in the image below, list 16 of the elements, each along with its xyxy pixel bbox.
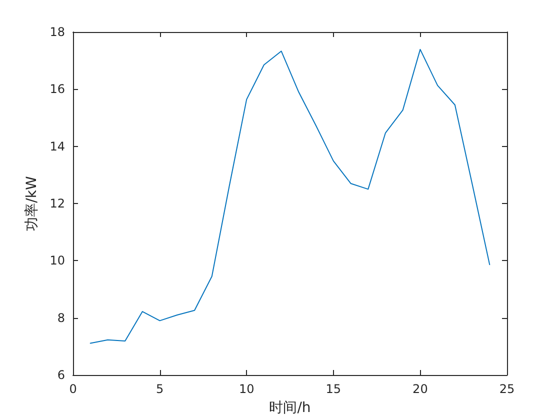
line-series — [90, 48, 490, 344]
x-tick-label: 15 — [326, 382, 342, 396]
y-tick-label: 10 — [50, 254, 65, 268]
y-tick-label: 8 — [57, 310, 65, 325]
y-tick-label: 6 — [57, 368, 65, 382]
x-tick-label: 25 — [499, 382, 515, 396]
y-tick-label: 16 — [50, 82, 65, 96]
x-tick-label: 0 — [69, 382, 77, 396]
y-tick-label: 12 — [50, 196, 65, 210]
x-tick-label: 20 — [412, 382, 428, 396]
x-tick-label: 5 — [156, 382, 164, 396]
x-tick-label: 10 — [238, 382, 254, 396]
y-tick-label: 14 — [50, 139, 65, 154]
x-axis-title: 时间/h — [269, 400, 311, 416]
y-tick-label: 18 — [50, 25, 65, 39]
y-axis-title: 功率/kW — [24, 176, 40, 231]
